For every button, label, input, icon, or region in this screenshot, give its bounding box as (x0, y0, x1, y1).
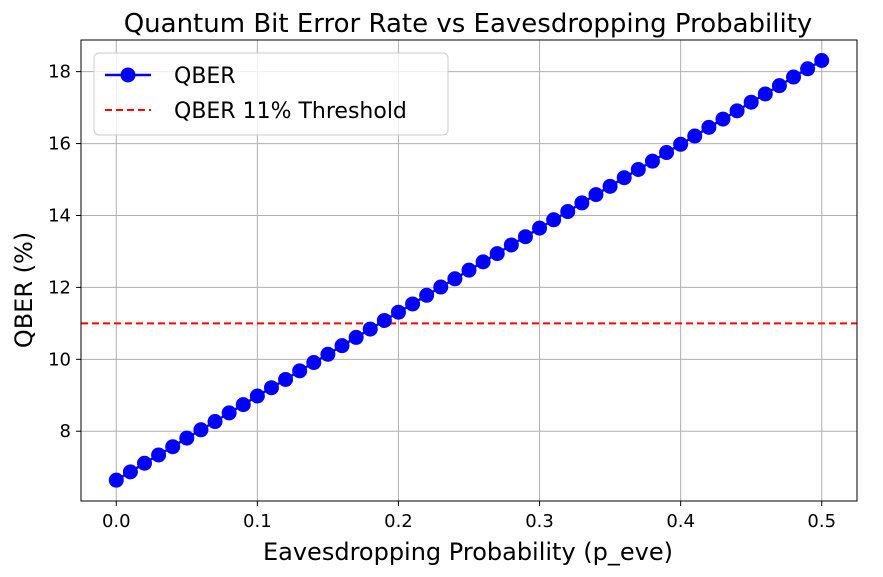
qber-data-point (574, 195, 590, 211)
qber-data-point (771, 78, 787, 94)
qber-data-point (249, 388, 265, 404)
y-tick-label: 18 (48, 62, 71, 83)
qber-data-point (235, 397, 251, 413)
qber-data-point (122, 464, 138, 480)
qber-data-point (602, 178, 618, 194)
qber-data-point (179, 430, 195, 446)
qber-data-point (630, 161, 646, 177)
x-axis-label: Eavesdropping Probability (p_eve) (263, 538, 673, 566)
qber-data-point (560, 204, 576, 220)
x-tick-label: 0.0 (102, 511, 131, 532)
y-tick-label: 12 (48, 277, 71, 298)
y-ticks: 8 10 12 14 16 18 (48, 62, 81, 442)
qber-data-point (165, 439, 181, 455)
qber-data-point (348, 329, 364, 345)
qber-data-point (673, 136, 689, 152)
qber-data-point (757, 86, 773, 102)
qber-data-point (263, 380, 279, 396)
qber-data-point (362, 321, 378, 337)
x-tick-label: 0.4 (666, 511, 695, 532)
qber-data-point (729, 103, 745, 119)
legend: QBER QBER 11% Threshold (93, 52, 449, 136)
qber-data-point (786, 69, 802, 85)
qber-data-point (207, 414, 223, 430)
qber-data-point (334, 338, 350, 354)
chart-title: Quantum Bit Error Rate vs Eavesdropping … (124, 9, 813, 39)
x-tick-label: 0.3 (525, 511, 554, 532)
qber-data-point (461, 262, 477, 278)
qber-data-point (151, 447, 167, 463)
y-tick-label: 14 (48, 205, 71, 226)
qber-data-point (715, 111, 731, 127)
qber-data-point (517, 229, 533, 245)
qber-data-point (447, 271, 463, 287)
legend-qber-label: QBER (174, 64, 236, 89)
qber-data-point (644, 153, 660, 169)
qber-data-point (292, 363, 308, 379)
x-tick-label: 0.2 (384, 511, 413, 532)
qber-data-point (193, 422, 209, 438)
qber-data-point (108, 472, 124, 488)
qber-data-point (701, 119, 717, 135)
y-tick-label: 8 (60, 421, 71, 442)
y-axis-label: QBER (%) (10, 232, 38, 348)
x-tick-label: 0.5 (807, 511, 836, 532)
y-tick-label: 16 (48, 134, 71, 155)
qber-data-point (419, 287, 435, 303)
qber-data-point (814, 52, 830, 68)
plot-frame (80, 39, 858, 502)
series-layer (108, 52, 830, 488)
qber-data-point (489, 246, 505, 262)
qber-data-point (687, 128, 703, 144)
qber-data-point (800, 61, 816, 77)
qber-data-point (588, 187, 604, 203)
qber-data-point (546, 212, 562, 228)
qber-data-point (532, 220, 548, 236)
qber-data-point (433, 279, 449, 295)
qber-data-point (405, 296, 421, 312)
qber-data-point (376, 312, 392, 328)
qber-data-point (743, 94, 759, 110)
qber-data-point (320, 346, 336, 362)
y-tick-label: 10 (48, 349, 71, 370)
qber-data-point (659, 145, 675, 161)
qber-data-point (616, 170, 632, 186)
legend-box (93, 52, 449, 136)
qber-data-point (306, 355, 322, 371)
qber-data-point (475, 254, 491, 270)
qber-data-point (390, 304, 406, 320)
qber-data-point (503, 237, 519, 253)
qber-data-point (136, 455, 152, 471)
legend-qber-marker (120, 67, 136, 83)
x-tick-label: 0.1 (243, 511, 272, 532)
legend-threshold-label: QBER 11% Threshold (174, 99, 407, 124)
x-ticks: 0.0 0.1 0.2 0.3 0.4 0.5 (102, 501, 836, 532)
qber-data-point (221, 405, 237, 421)
qber-data-point (278, 371, 294, 387)
